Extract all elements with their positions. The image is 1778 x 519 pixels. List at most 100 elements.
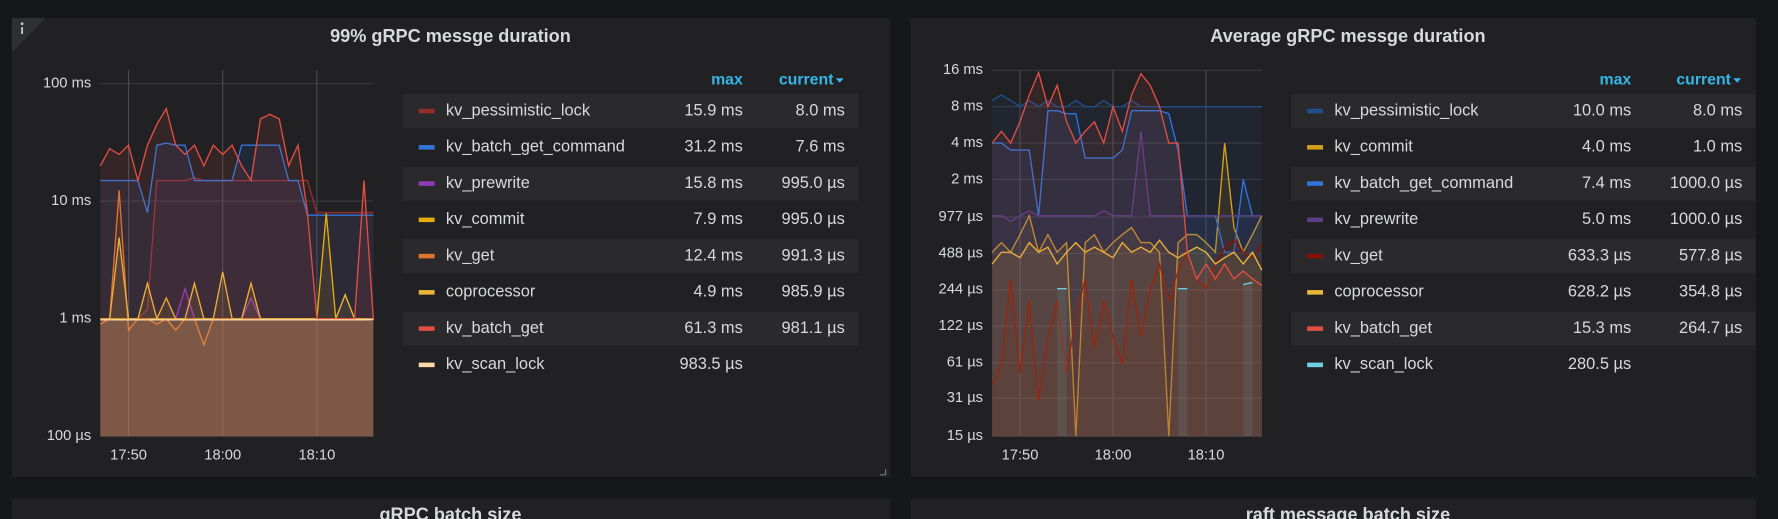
legend-header[interactable]: max [1599,72,1631,89]
legend-swatch [418,362,435,368]
legend-max: 4.9 ms [694,283,743,301]
legend-max: 15.9 ms [684,101,742,119]
legend-row [1291,239,1756,274]
legend-max: 31.2 ms [684,138,742,156]
series-area [100,319,374,437]
series-area [992,239,1262,437]
legend-swatch [1307,362,1324,368]
legend-swatch [1307,145,1324,150]
legend-name[interactable]: kv_prewrite [446,174,530,192]
legend-name[interactable]: kv_scan_lock [446,355,545,373]
legend-max: 628.2 µs [1568,283,1631,301]
legend-swatch [418,181,435,186]
legend-swatch [1307,253,1324,259]
series-area [992,94,1262,437]
series-area [100,177,374,437]
legend-header[interactable]: current [1676,72,1731,89]
legend-max: 15.3 ms [1573,319,1631,337]
resize-handle[interactable] [879,469,887,476]
series-area [100,143,374,437]
legend-name[interactable]: kv_prewrite [1334,210,1418,228]
legend-max: 983.5 µs [679,355,742,373]
y-tick-label: 2 ms [951,171,983,187]
legend-current: 354.8 µs [1679,283,1742,301]
y-tick-label: 8 ms [951,99,983,115]
panel [11,498,891,519]
series-line [992,131,1262,223]
series-line [1057,281,1253,290]
series-area [100,190,374,437]
legend-current: 991.3 µs [781,246,844,264]
legend-swatch [1307,290,1324,295]
series-line [991,238,1263,401]
series-area [992,110,1262,437]
legend-current: 1.0 ms [1693,138,1742,156]
legend-row [402,166,859,201]
y-tick-label: 4 ms [951,135,983,151]
legend-swatch [418,253,435,259]
legend-name[interactable]: kv_batch_get [1334,319,1432,337]
legend-row [1291,166,1756,201]
legend-name[interactable]: kv_get [1334,246,1383,264]
legend-current: 8.0 ms [1693,101,1742,119]
legend-current: 7.6 ms [796,138,845,156]
series-area [992,72,1262,437]
legend-current: 1000.0 µs [1670,174,1742,192]
legend-max: 7.4 ms [1582,174,1631,192]
legend-current: 981.1 µs [781,319,844,337]
legend-max: 4.0 ms [1582,138,1631,156]
series-area [100,237,374,437]
series-line [991,239,1263,271]
legend-name[interactable]: kv_commit [1334,138,1413,156]
series-line [991,142,1263,437]
legend-swatch [418,108,435,114]
legend-name[interactable]: coprocessor [446,283,536,301]
y-tick-label: 100 µs [47,428,92,444]
legend-name[interactable]: kv_scan_lock [1334,355,1433,373]
info-icon [20,22,24,26]
x-tick-label: 18:00 [204,447,241,463]
series-area [992,131,1262,437]
legend-max: 280.5 µs [1568,355,1631,373]
legend-name[interactable]: kv_commit [446,210,525,228]
panel-title: Average gRPC messge duration [1210,26,1485,46]
info-corner[interactable] [11,18,46,53]
series-line [99,106,375,320]
legend-name[interactable]: kv_get [446,246,495,264]
panel-title: raft message batch size [1246,504,1451,519]
legend-swatch [418,145,435,150]
legend-max: 12.4 ms [684,246,742,264]
y-tick-label: 16 ms [943,62,983,78]
legend-header[interactable]: max [711,72,743,89]
series-line [992,110,1262,253]
legend-current: 995.0 µs [781,174,844,192]
legend-name[interactable]: kv_batch_get_command [1334,174,1513,192]
y-tick-label: 100 ms [43,76,91,92]
legend-swatch [418,326,435,331]
legend-row [1291,311,1756,346]
y-tick-label: 977 µs [939,209,984,225]
series-line [100,142,374,216]
legend-swatch [1307,217,1324,223]
legend-max: 7.9 ms [694,210,743,228]
y-tick-label: 244 µs [939,282,984,298]
legend-swatch [1307,108,1324,114]
legend-name[interactable]: kv_pessimistic_lock [446,101,591,119]
series-area [100,108,374,437]
x-tick-label: 17:50 [110,447,147,463]
y-tick-label: 10 ms [51,193,91,209]
legend-max: 61.3 ms [684,319,742,337]
legend-max: 633.3 µs [1568,246,1631,264]
x-tick-label: 17:50 [1002,447,1039,463]
x-tick-label: 18:00 [1095,447,1132,463]
legend-name[interactable]: kv_pessimistic_lock [1334,101,1479,119]
y-tick-label: 15 µs [947,428,983,444]
legend-name[interactable]: kv_batch_get_command [446,138,625,156]
legend-max: 5.0 ms [1582,210,1631,228]
legend-name[interactable]: kv_batch_get [446,319,544,337]
legend-name[interactable]: coprocessor [1334,283,1424,301]
y-tick-label: 61 µs [947,355,983,371]
legend-header[interactable]: current [779,72,834,89]
legend-swatch [1307,181,1324,186]
